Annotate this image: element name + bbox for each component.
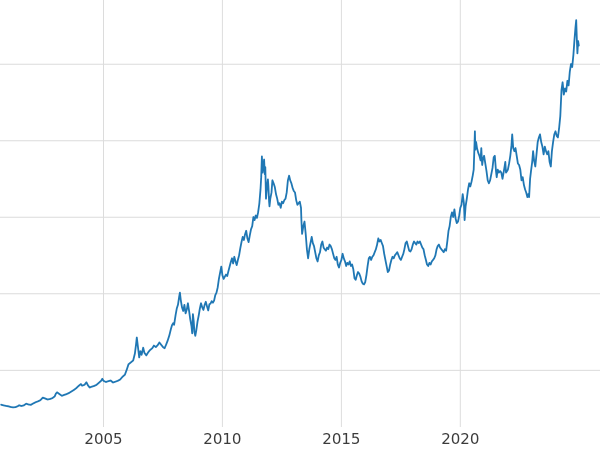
series-layer <box>0 19 580 409</box>
grid-layer <box>0 0 600 427</box>
xtick-label-layer: 2005 2010 2015 2020 <box>84 430 479 448</box>
x-tick-label: 2010 <box>203 430 241 448</box>
x-tick-label: 2020 <box>441 430 479 448</box>
price-line-series <box>0 19 580 409</box>
x-tick-label: 2015 <box>322 430 360 448</box>
x-tick-label: 2005 <box>84 430 122 448</box>
